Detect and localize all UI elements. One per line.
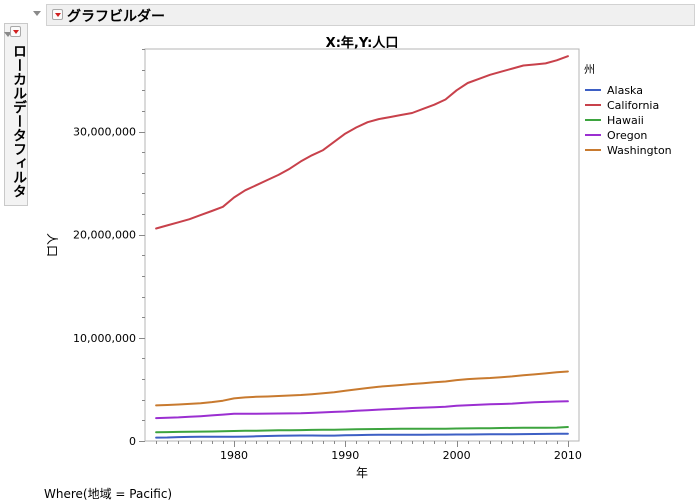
x-tick-label: 2000 [443, 449, 471, 462]
page-title: グラフビルダー [67, 9, 165, 25]
x-tick-label: 1990 [331, 449, 359, 462]
legend-entry: Hawaii [607, 114, 644, 127]
series-line-alaska [155, 432, 569, 439]
red-triangle-menu-icon[interactable] [52, 9, 63, 20]
x-axis-title: 年 [356, 466, 368, 480]
graph-builder-header: グラフビルダー [46, 4, 695, 26]
legend-entry: California [607, 99, 659, 112]
side-panel-menu-icon[interactable] [10, 26, 21, 37]
chart-title: X:年,Y:人口 [325, 36, 399, 51]
series-line-california [155, 55, 569, 230]
outline-collapse-icon[interactable] [33, 11, 41, 16]
y-tick-label: 0 [129, 435, 136, 448]
x-tick-label: 2010 [554, 449, 582, 462]
plot-frame [144, 48, 580, 442]
side-panel-label: ローカルデータフィルタ [11, 44, 27, 198]
side-panel-disclosure-icon[interactable] [4, 32, 12, 37]
legend-entry: Oregon [607, 129, 647, 142]
legend-entry: Washington [607, 144, 672, 157]
series-line-washington [155, 370, 569, 407]
y-tick-label: 30,000,000 [73, 126, 136, 139]
series-line-hawaii [155, 426, 569, 434]
local-data-filter-panel[interactable]: ローカルデータフィルタ [4, 23, 28, 206]
x-tick-label: 1980 [220, 449, 248, 462]
legend-title: 州 [584, 63, 595, 76]
y-tick-label: 20,000,000 [73, 229, 136, 242]
series-line-oregon [155, 400, 569, 420]
y-axis-title: 人口 [45, 233, 59, 257]
y-tick-label: 10,000,000 [73, 332, 136, 345]
where-clause: Where(地域 = Pacific) [44, 487, 173, 501]
legend-entry: Alaska [607, 84, 643, 97]
